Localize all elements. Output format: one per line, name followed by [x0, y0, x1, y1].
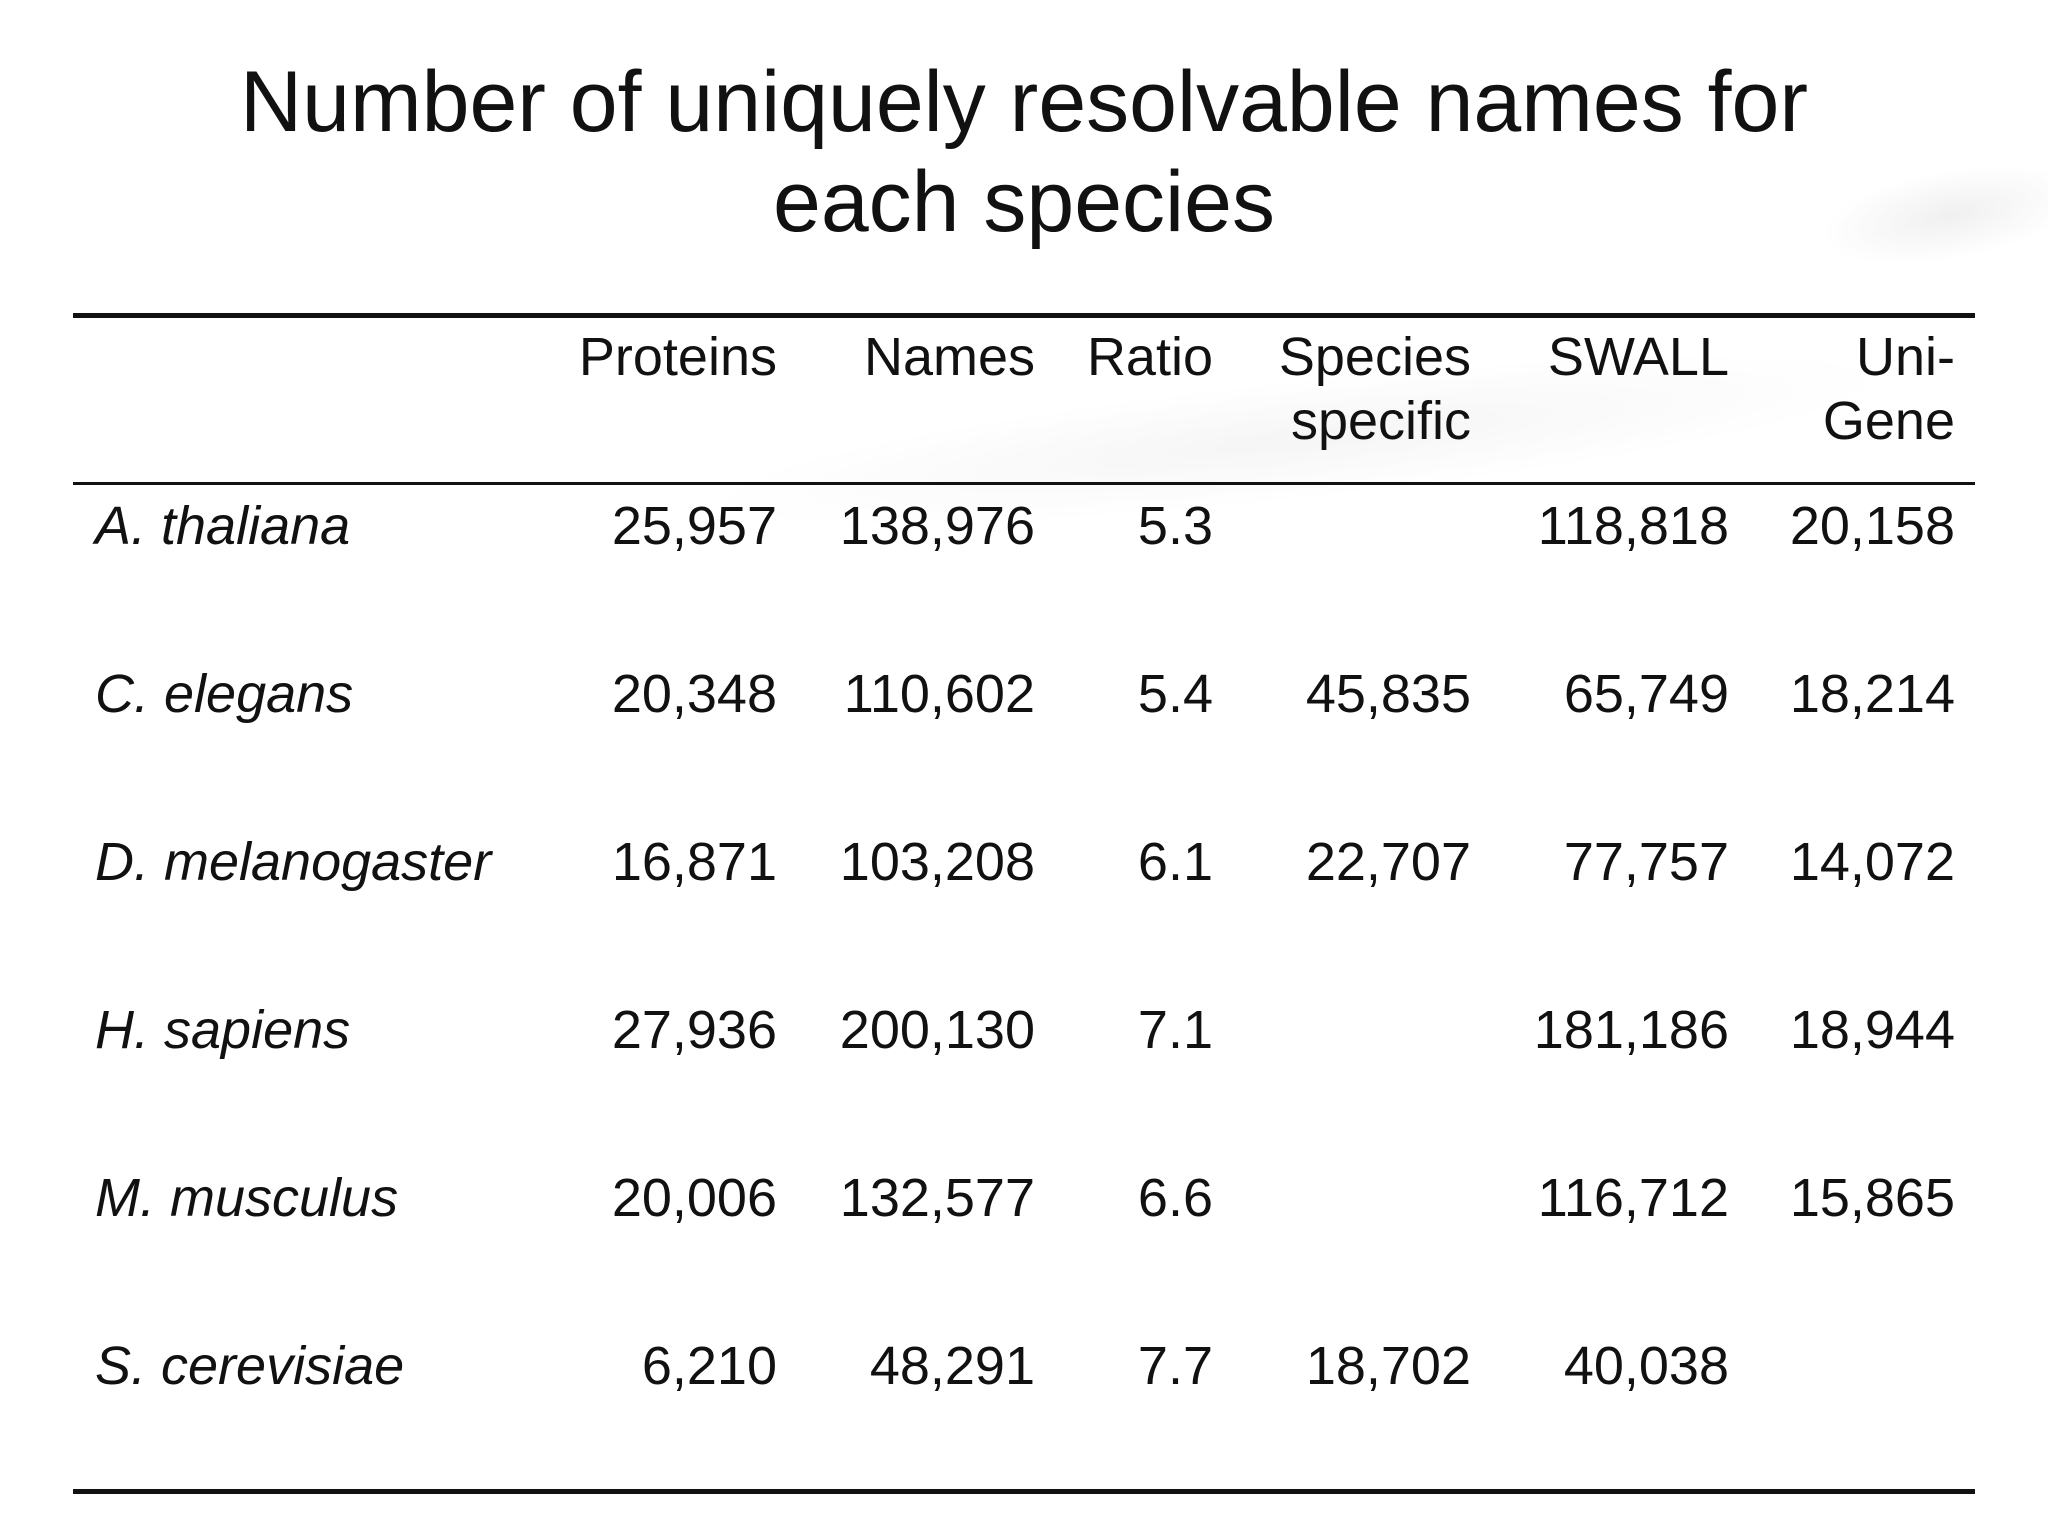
species-names-table: Proteins Names Ratio Species specific SW…: [73, 0, 1975, 1536]
proteins-value: 20,348: [611, 664, 777, 724]
swall-value: 116,712: [1537, 1168, 1729, 1228]
header-species-specific: Species specific: [1279, 325, 1471, 453]
table-header-rule: [73, 482, 1975, 485]
species-name: A. thaliana: [95, 496, 351, 556]
header-names: Names: [863, 327, 1035, 387]
species-specific-value: 18,702: [1305, 1336, 1471, 1396]
names-value: 200,130: [839, 1000, 1035, 1060]
proteins-value: 27,936: [611, 1000, 777, 1060]
unigene-value: 15,865: [1789, 1168, 1955, 1228]
names-value: 132,577: [839, 1168, 1035, 1228]
ratio-value: 5.3: [1137, 496, 1213, 556]
table-row: D. melanogaster 16,871 103,208 6.1 22,70…: [73, 830, 1975, 894]
unigene-value: 14,072: [1789, 832, 1955, 892]
table-top-rule: [73, 313, 1975, 318]
slide-title-line-1: Number of uniquely resolvable names for: [240, 54, 1808, 150]
names-value: 103,208: [839, 832, 1035, 892]
table-row: H. sapiens 27,936 200,130 7.1 181,186 18…: [73, 998, 1975, 1062]
header-unigene: Uni- Gene: [1823, 325, 1955, 453]
header-swall: SWALL: [1547, 327, 1729, 387]
ratio-value: 6.6: [1137, 1168, 1213, 1228]
ratio-value: 6.1: [1137, 832, 1213, 892]
species-name: H. sapiens: [95, 1000, 351, 1060]
species-specific-value: 22,707: [1305, 832, 1471, 892]
ratio-value: 5.4: [1137, 664, 1213, 724]
slide-title-line-2: each species: [773, 154, 1275, 250]
swall-value: 118,818: [1537, 496, 1729, 556]
proteins-value: 16,871: [611, 832, 777, 892]
table-row: M. musculus 20,006 132,577 6.6 116,712 1…: [73, 1166, 1975, 1230]
header-species-specific-line-1: Species: [1278, 327, 1471, 387]
swall-value: 181,186: [1533, 1000, 1729, 1060]
header-species-specific-line-2: specific: [1290, 391, 1471, 451]
species-name: D. melanogaster: [95, 832, 492, 892]
species-name: M. musculus: [95, 1168, 399, 1228]
names-value: 138,976: [839, 496, 1035, 556]
names-value: 110,602: [843, 664, 1035, 724]
proteins-value: 6,210: [641, 1336, 777, 1396]
names-value: 48,291: [869, 1336, 1035, 1396]
ratio-value: 7.7: [1137, 1336, 1213, 1396]
header-unigene-line-2: Gene: [1822, 391, 1955, 451]
unigene-value: 20,158: [1789, 496, 1955, 556]
swall-value: 77,757: [1563, 832, 1729, 892]
header-unigene-line-1: Uni-: [1855, 327, 1955, 387]
table-row: C. elegans 20,348 110,602 5.4 45,835 65,…: [73, 662, 1975, 726]
unigene-value: 18,214: [1789, 664, 1955, 724]
table-row: S. cerevisiae 6,210 48,291 7.7 18,702 40…: [73, 1334, 1975, 1398]
ratio-value: 7.1: [1137, 1000, 1213, 1060]
header-ratio: Ratio: [1086, 327, 1213, 387]
unigene-value: 18,944: [1789, 1000, 1955, 1060]
species-specific-value: 45,835: [1305, 664, 1471, 724]
species-name: C. elegans: [95, 664, 354, 724]
table-bottom-rule: [73, 1489, 1975, 1494]
header-proteins: Proteins: [578, 327, 777, 387]
swall-value: 65,749: [1563, 664, 1729, 724]
table-row: A. thaliana 25,957 138,976 5.3 118,818 2…: [73, 494, 1975, 558]
swall-value: 40,038: [1563, 1336, 1729, 1396]
proteins-value: 25,957: [611, 496, 777, 556]
proteins-value: 20,006: [611, 1168, 777, 1228]
slide-title: Number of uniquely resolvable names for …: [0, 52, 2048, 252]
species-name: S. cerevisiae: [95, 1336, 405, 1396]
